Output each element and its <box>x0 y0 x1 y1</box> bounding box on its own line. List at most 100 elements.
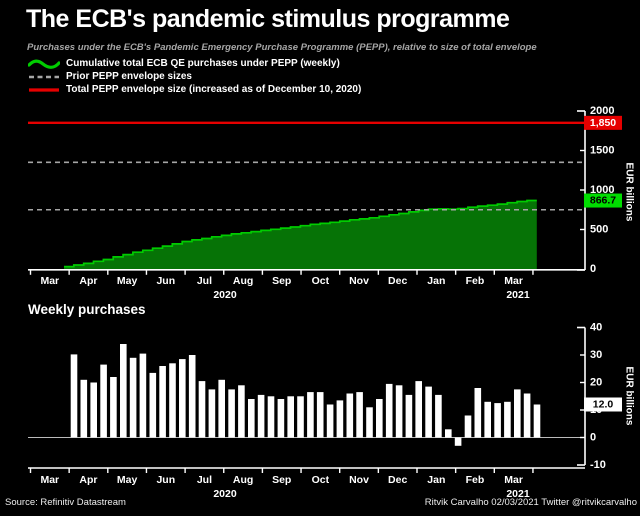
weekly-bar <box>120 344 127 438</box>
bottom-chart: Mar Apr May Jun Jul Aug Sep Oct Nov Dec Jan Feb Mar 2… <box>28 322 635 500</box>
weekly-bar <box>179 359 186 438</box>
svg-text:Nov: Nov <box>349 474 369 486</box>
cumulative-area-series <box>64 199 537 269</box>
weekly-bar <box>533 404 541 438</box>
svg-text:2020: 2020 <box>213 488 237 500</box>
weekly-bar <box>277 399 285 438</box>
svg-text:Sep: Sep <box>272 275 291 287</box>
weekly-bar <box>307 392 314 438</box>
svg-text:Jun: Jun <box>156 275 175 287</box>
grey-dashed-line-icon <box>29 75 59 78</box>
svg-text:Jun: Jun <box>156 474 175 486</box>
svg-text:Feb: Feb <box>466 275 485 287</box>
weekly-bar <box>395 385 403 438</box>
weekly-bar <box>139 353 147 438</box>
weekly-bar <box>188 355 196 438</box>
red-line-icon <box>29 87 59 92</box>
svg-text:May: May <box>117 474 138 486</box>
svg-text:-10: -10 <box>590 459 606 471</box>
weekly-bar <box>336 400 344 438</box>
svg-text:Mar: Mar <box>40 474 59 486</box>
weekly-bar <box>159 366 166 438</box>
legend-label: Total PEPP envelope size (increased as o… <box>66 84 362 95</box>
weekly-bar <box>346 393 354 438</box>
weekly-bar <box>90 382 97 438</box>
weekly-bar <box>376 399 383 438</box>
weekly-bar <box>523 393 531 438</box>
legend-label: Cumulative total ECB QE purchases under … <box>66 58 340 69</box>
weekly-bar <box>100 364 107 438</box>
svg-text:Sep: Sep <box>272 474 291 486</box>
latest-week-value-badge: 12.0 <box>584 397 622 412</box>
weekly-bar <box>218 379 225 438</box>
cumulative-value-badge: 866.7 <box>584 193 622 208</box>
svg-text:20: 20 <box>590 377 602 389</box>
weekly-bar <box>208 389 216 438</box>
weekly-bar <box>405 394 413 438</box>
top-chart: Mar Apr May Jun Jul Aug Sep Oct Nov Dec Jan Feb Mar 2… <box>28 105 635 301</box>
weekly-bar <box>80 379 88 438</box>
svg-text:Apr: Apr <box>79 275 97 287</box>
svg-text:0: 0 <box>590 263 596 275</box>
weekly-bar <box>198 381 206 438</box>
svg-text:May: May <box>117 275 138 287</box>
svg-text:Oct: Oct <box>312 474 330 486</box>
legend: Cumulative total ECB QE purchases under … <box>28 57 361 96</box>
green-wavy-line-icon <box>28 59 60 69</box>
page-title: The ECB's pandemic stimulus programme <box>26 5 510 33</box>
chart-subtitle: Purchases under the ECB's Pandemic Emerg… <box>27 42 537 53</box>
svg-text:2000: 2000 <box>590 105 614 117</box>
svg-text:2021: 2021 <box>506 488 530 500</box>
svg-text:Dec: Dec <box>388 275 407 287</box>
weekly-bar <box>228 389 235 438</box>
weekly-bar <box>435 394 442 438</box>
svg-text:Mar: Mar <box>40 275 59 287</box>
weekly-bar <box>494 403 501 438</box>
svg-text:1500: 1500 <box>590 145 614 157</box>
svg-text:40: 40 <box>590 322 602 334</box>
weekly-bar <box>504 401 511 438</box>
weekly-bar <box>267 396 275 438</box>
svg-text:Feb: Feb <box>466 474 485 486</box>
svg-text:1,850: 1,850 <box>590 117 616 129</box>
weekly-bar <box>484 401 491 438</box>
weekly-bar <box>149 372 157 438</box>
svg-text:Apr: Apr <box>79 474 97 486</box>
weekly-bar <box>257 394 265 438</box>
bottom-chart-title: Weekly purchases <box>28 302 146 317</box>
author-credit: Ritvik Carvalho 02/03/2021 Twitter @ritv… <box>424 497 637 508</box>
svg-text:Dec: Dec <box>388 474 407 486</box>
svg-text:2021: 2021 <box>506 289 530 301</box>
legend-item-cumulative: Cumulative total ECB QE purchases under … <box>28 57 361 70</box>
svg-text:Jul: Jul <box>197 474 212 486</box>
svg-text:Aug: Aug <box>233 474 253 486</box>
svg-text:12.0: 12.0 <box>593 399 614 411</box>
legend-item-prior-envelopes: Prior PEPP envelope sizes <box>28 70 361 83</box>
weekly-bar <box>238 385 245 438</box>
weekly-bar <box>464 415 472 438</box>
weekly-bar <box>415 381 422 438</box>
legend-label: Prior PEPP envelope sizes <box>66 71 192 82</box>
reference-lines <box>28 121 585 211</box>
source-credit: Source: Refinitiv Datastream <box>5 497 126 508</box>
legend-item-total-envelope: Total PEPP envelope size (increased as o… <box>28 83 361 96</box>
weekly-bar <box>169 363 176 438</box>
weekly-bar <box>287 396 294 438</box>
weekly-bar <box>366 407 373 438</box>
svg-text:500: 500 <box>590 224 608 236</box>
weekly-bar <box>248 399 255 438</box>
weekly-bar <box>297 396 304 438</box>
svg-text:Aug: Aug <box>233 275 253 287</box>
weekly-bar <box>70 354 78 438</box>
svg-text:EUR billions: EUR billions <box>624 163 635 222</box>
svg-text:Mar: Mar <box>504 474 523 486</box>
svg-text:Jul: Jul <box>197 275 212 287</box>
weekly-bar <box>514 389 521 438</box>
weekly-bar <box>316 392 324 438</box>
svg-text:Mar: Mar <box>504 275 523 287</box>
weekly-bars-series <box>70 344 541 446</box>
envelope-value-badge: 1,850 <box>584 115 622 130</box>
weekly-bar <box>110 377 117 438</box>
